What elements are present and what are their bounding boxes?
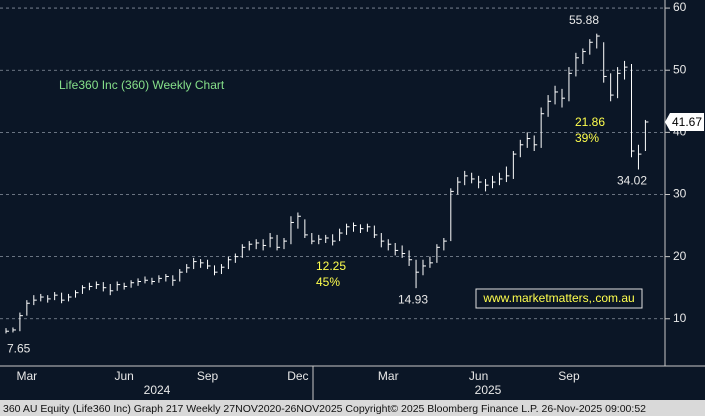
x-tick-label: Sep (197, 369, 219, 383)
value-label: 34.02 (617, 174, 647, 188)
y-tick-label: 50 (673, 62, 687, 76)
footer: 360 AU Equity (Life360 Inc) Graph 217 We… (3, 403, 646, 415)
x-tick-label: Dec (287, 369, 308, 383)
x-tick-label: Jun (469, 369, 488, 383)
watermark: www.marketmatters,.com.au (482, 291, 634, 305)
last-price-label: 41.67 (672, 115, 702, 129)
value-label: 55.88 (569, 13, 599, 27)
y-tick-label: 10 (673, 311, 687, 325)
y-tick-label: 20 (673, 249, 687, 263)
annotation: 12.25 (316, 259, 346, 273)
y-tick-label: 60 (673, 0, 687, 14)
last-price-box (665, 112, 704, 131)
annotation: 21.86 (575, 115, 605, 129)
value-label: 7.65 (7, 342, 31, 356)
x-tick-label: Mar (17, 369, 38, 383)
value-label: 14.93 (398, 292, 428, 306)
watermark-box (475, 288, 643, 309)
x-tick-label: Jun (114, 369, 133, 383)
y-tick-label: 30 (673, 187, 687, 201)
year-label: 2024 (144, 383, 171, 397)
x-tick-label: Mar (378, 369, 399, 383)
year-label: 2025 (475, 383, 502, 397)
chart-title: Life360 Inc (360) Weekly Chart (59, 78, 225, 92)
footer-bar (0, 400, 705, 416)
annotation: 39% (575, 131, 599, 145)
annotation: 45% (316, 275, 340, 289)
x-tick-label: Sep (558, 369, 580, 383)
